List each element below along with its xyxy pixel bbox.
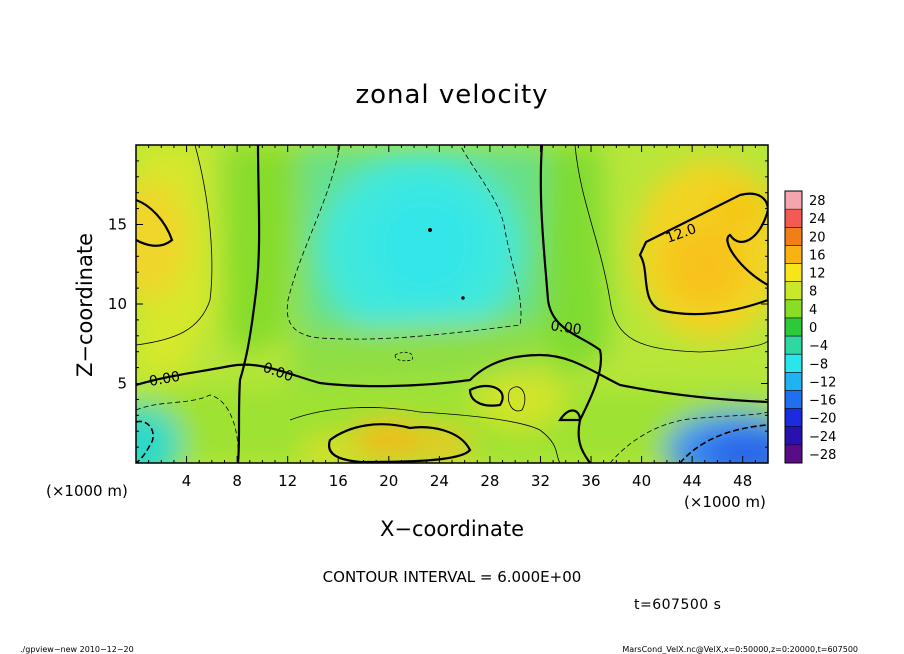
x-axis: 4 8 12 16 20 24 28 32 36 40 44 48 bbox=[148, 145, 756, 490]
x-tick-label: 44 bbox=[683, 472, 702, 490]
colorbar-swatch bbox=[785, 209, 802, 228]
x-tick-label: 32 bbox=[531, 472, 550, 490]
x-tick-label: 40 bbox=[632, 472, 651, 490]
plot-area: 0.00 0.00 0.00 12.0 bbox=[136, 145, 768, 463]
colorbar-swatch bbox=[785, 191, 802, 210]
colorbar-swatch bbox=[785, 444, 802, 464]
y-tick-label: 15 bbox=[108, 216, 127, 234]
colorbar-swatch bbox=[785, 317, 802, 337]
colorbar-label: 28 bbox=[809, 194, 826, 209]
colorbar-label: 0 bbox=[809, 321, 817, 336]
x-tick-label: 12 bbox=[278, 472, 297, 490]
x-tick-label: 8 bbox=[232, 472, 242, 490]
y-axis: 5 10 15 bbox=[108, 160, 768, 448]
x-tick-label: 4 bbox=[182, 472, 192, 490]
colorbar-label: −12 bbox=[809, 375, 836, 390]
x-unit-right: (×1000 m) bbox=[684, 493, 766, 511]
colorbar-swatch bbox=[785, 390, 802, 409]
colorbar-label: −20 bbox=[809, 412, 836, 427]
colorbar-swatch bbox=[785, 281, 802, 301]
chart-title: zonal velocity bbox=[355, 80, 548, 110]
x-unit-left: (×1000 m) bbox=[46, 482, 128, 500]
x-tick-label: 48 bbox=[733, 472, 752, 490]
colorbar-swatch bbox=[785, 372, 802, 391]
y-tick-label: 5 bbox=[117, 375, 127, 393]
x-tick-label: 20 bbox=[379, 472, 398, 490]
contour-label: 0.00 bbox=[549, 318, 582, 338]
x-tick-label: 16 bbox=[329, 472, 348, 490]
colorbar: 28 24 20 16 12 8 4 0 −4 −8 −12 −16 −20 −24 −28 bbox=[784, 190, 836, 464]
colorbar-label: −8 bbox=[809, 357, 828, 372]
colorbar-label: 8 bbox=[809, 285, 817, 300]
footer-right: MarsCond_VelX.nc@VelX,x=0:50000,z=0:2000… bbox=[622, 645, 858, 654]
colorbar-label: −28 bbox=[809, 448, 836, 463]
colorbar-swatch bbox=[785, 227, 802, 246]
colorbar-label: −16 bbox=[809, 394, 836, 409]
contour-interval: CONTOUR INTERVAL = 6.000E+00 bbox=[323, 568, 582, 586]
colorbar-label: 4 bbox=[809, 303, 817, 318]
colorbar-swatch bbox=[785, 245, 802, 264]
footer-left: ./gpview−new 2010−12−20 bbox=[20, 645, 134, 654]
colorbar-swatch bbox=[785, 263, 802, 282]
colorbar-label: −4 bbox=[809, 339, 828, 354]
colorbar-swatch bbox=[785, 299, 802, 319]
colorbar-swatch bbox=[785, 408, 802, 428]
x-axis-label: X−coordinate bbox=[380, 517, 524, 541]
y-axis-label: Z−coordinate bbox=[73, 233, 97, 377]
colorbar-label: 20 bbox=[809, 230, 826, 245]
x-tick-label: 24 bbox=[430, 472, 449, 490]
colorbar-swatch bbox=[785, 426, 802, 446]
x-tick-label: 28 bbox=[480, 472, 499, 490]
time-label: t=607500 s bbox=[634, 597, 721, 613]
x-tick-label: 36 bbox=[581, 472, 600, 490]
contour-label: 0.00 bbox=[148, 369, 181, 390]
colorbar-swatch bbox=[785, 354, 802, 373]
colorbar-label: −24 bbox=[809, 430, 836, 445]
y-tick-label: 10 bbox=[108, 295, 127, 313]
colorbar-label: 12 bbox=[809, 267, 826, 282]
colorbar-swatch bbox=[785, 336, 802, 355]
colorbar-label: 24 bbox=[809, 212, 826, 227]
colorbar-label: 16 bbox=[809, 248, 826, 263]
